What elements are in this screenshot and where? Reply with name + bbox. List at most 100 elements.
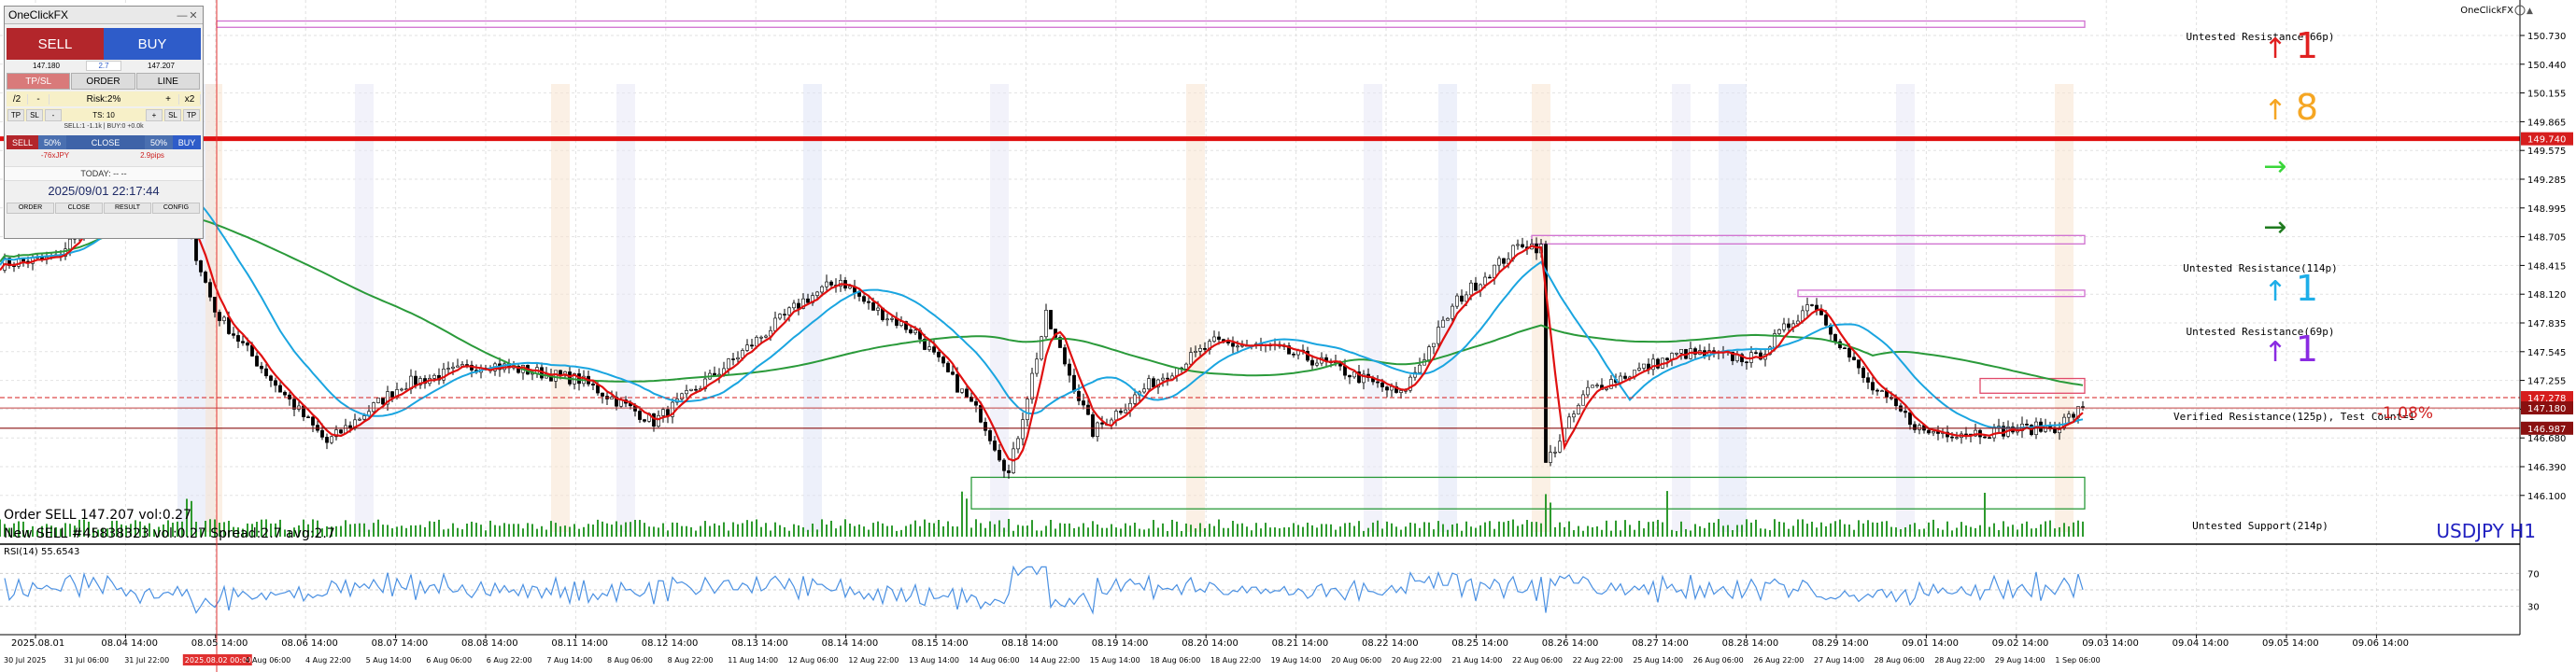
volume-bar [756, 519, 757, 537]
close-buy-button[interactable]: BUY [173, 135, 201, 149]
volume-bar [270, 523, 272, 537]
volume-bar [550, 521, 552, 537]
candle-body [1399, 390, 1403, 393]
volume-bar [578, 528, 580, 537]
footer-config-button[interactable]: CONFIG [152, 203, 200, 214]
footer-order-button[interactable]: ORDER [7, 203, 54, 214]
price-tag-value: 149.740 [2527, 135, 2566, 146]
sl-button-left[interactable]: SL [26, 108, 43, 121]
candle-body [1044, 310, 1048, 338]
close-icon[interactable]: ✕ [189, 10, 198, 21]
volume-bar [41, 525, 43, 537]
spread-value: 2.7 [86, 60, 121, 71]
volume-bar [1428, 522, 1430, 537]
candle-body [1866, 377, 1870, 383]
candle-body [2067, 413, 2071, 418]
lot-double-button[interactable]: x2 [179, 93, 201, 105]
volume-bar [1536, 522, 1537, 537]
candle-body [1679, 349, 1683, 354]
volume-bar [1251, 530, 1253, 537]
volume-bar [1816, 527, 1818, 537]
sell-price: 147.180 [33, 61, 60, 70]
price-axis-label: 146.100 [2527, 492, 2566, 502]
candle-body [278, 385, 282, 393]
candle-body [418, 378, 422, 385]
indicator-settings-icon[interactable] [2514, 5, 2526, 16]
volume-bar [606, 523, 608, 537]
volume-bar [261, 519, 262, 537]
volume-bar [1886, 521, 1888, 537]
tp-button-right[interactable]: TP [183, 108, 200, 121]
risk-minus-button[interactable]: - [28, 93, 50, 105]
volume-bar [18, 521, 20, 537]
lot-half-button[interactable]: /2 [7, 93, 28, 105]
ts-plus-button[interactable]: + [146, 108, 163, 121]
minimize-icon[interactable]: — [177, 10, 188, 21]
volume-bar [1307, 522, 1309, 537]
indicator-arrow-icon[interactable]: ▲ [2526, 7, 2533, 16]
ma-slow-line [0, 217, 2084, 386]
candle-body [1824, 315, 1828, 326]
volume-bar [1517, 525, 1519, 537]
close-buy-50-button[interactable]: 50% [145, 135, 173, 149]
volume-bar [742, 523, 743, 537]
tab-order[interactable]: ORDER [71, 73, 135, 90]
volume-bar [377, 519, 379, 537]
volume-bar [1129, 525, 1131, 537]
volume-bar [172, 522, 174, 537]
volume-bar [1400, 529, 1402, 537]
panel-titlebar[interactable]: OneClickFX — ✕ [5, 7, 203, 24]
candle-body [867, 301, 870, 303]
buy-button[interactable]: BUY [104, 28, 201, 60]
candle-body [731, 358, 735, 360]
time-axis-label: 12 Aug 06:00 [788, 656, 839, 665]
close-all-button[interactable]: CLOSE [66, 135, 145, 149]
candle-body [1114, 411, 1118, 421]
volume-bar [1918, 529, 1920, 537]
rsi-axis-label: 70 [2527, 569, 2540, 580]
footer-result-button[interactable]: RESULT [104, 203, 151, 214]
candle-body [829, 281, 833, 286]
candle-body [815, 291, 819, 296]
volume-bar [686, 525, 687, 537]
footer-close-button[interactable]: CLOSE [55, 203, 103, 214]
close-sell-50-button[interactable]: 50% [38, 135, 66, 149]
sl-button-right[interactable]: SL [164, 108, 181, 121]
candle-body [638, 411, 642, 420]
volume-bar [1111, 524, 1112, 537]
sell-button[interactable]: SELL [7, 28, 104, 60]
volume-bar [1713, 522, 1715, 537]
volume-bar [8, 527, 10, 537]
volume-bar [1171, 519, 1173, 537]
tp-button-left[interactable]: TP [7, 108, 24, 121]
candle-body [1693, 348, 1697, 355]
candle-body [1147, 378, 1151, 390]
volume-bar [1325, 524, 1327, 537]
volume-bar [798, 525, 800, 537]
candle-body [1040, 336, 1043, 360]
volume-bar [60, 528, 62, 537]
candle-body [260, 365, 263, 370]
strength-arrow-icon: ↑ [2263, 275, 2286, 308]
candle-body [1128, 402, 1132, 411]
candle-body [1376, 381, 1380, 384]
volume-bar [882, 523, 884, 537]
volume-bar [191, 500, 192, 537]
volume-bar [419, 525, 421, 537]
tab-line[interactable]: LINE [135, 73, 200, 90]
volume-bar [1867, 520, 1869, 537]
volume-bar [1769, 530, 1771, 537]
tab-tpsl[interactable]: TP/SL [7, 73, 71, 90]
volume-bar [1573, 530, 1575, 537]
ts-minus-button[interactable]: - [45, 108, 62, 121]
risk-plus-button[interactable]: + [158, 93, 179, 105]
candle-body [1152, 378, 1155, 388]
candle-body [857, 292, 861, 297]
volume-bar [1951, 530, 1953, 537]
volume-bar [1890, 526, 1892, 537]
close-sell-button[interactable]: SELL [7, 135, 38, 149]
volume-bar [429, 521, 431, 537]
volume-bar [1246, 526, 1248, 537]
volume-bar [1031, 520, 1033, 537]
